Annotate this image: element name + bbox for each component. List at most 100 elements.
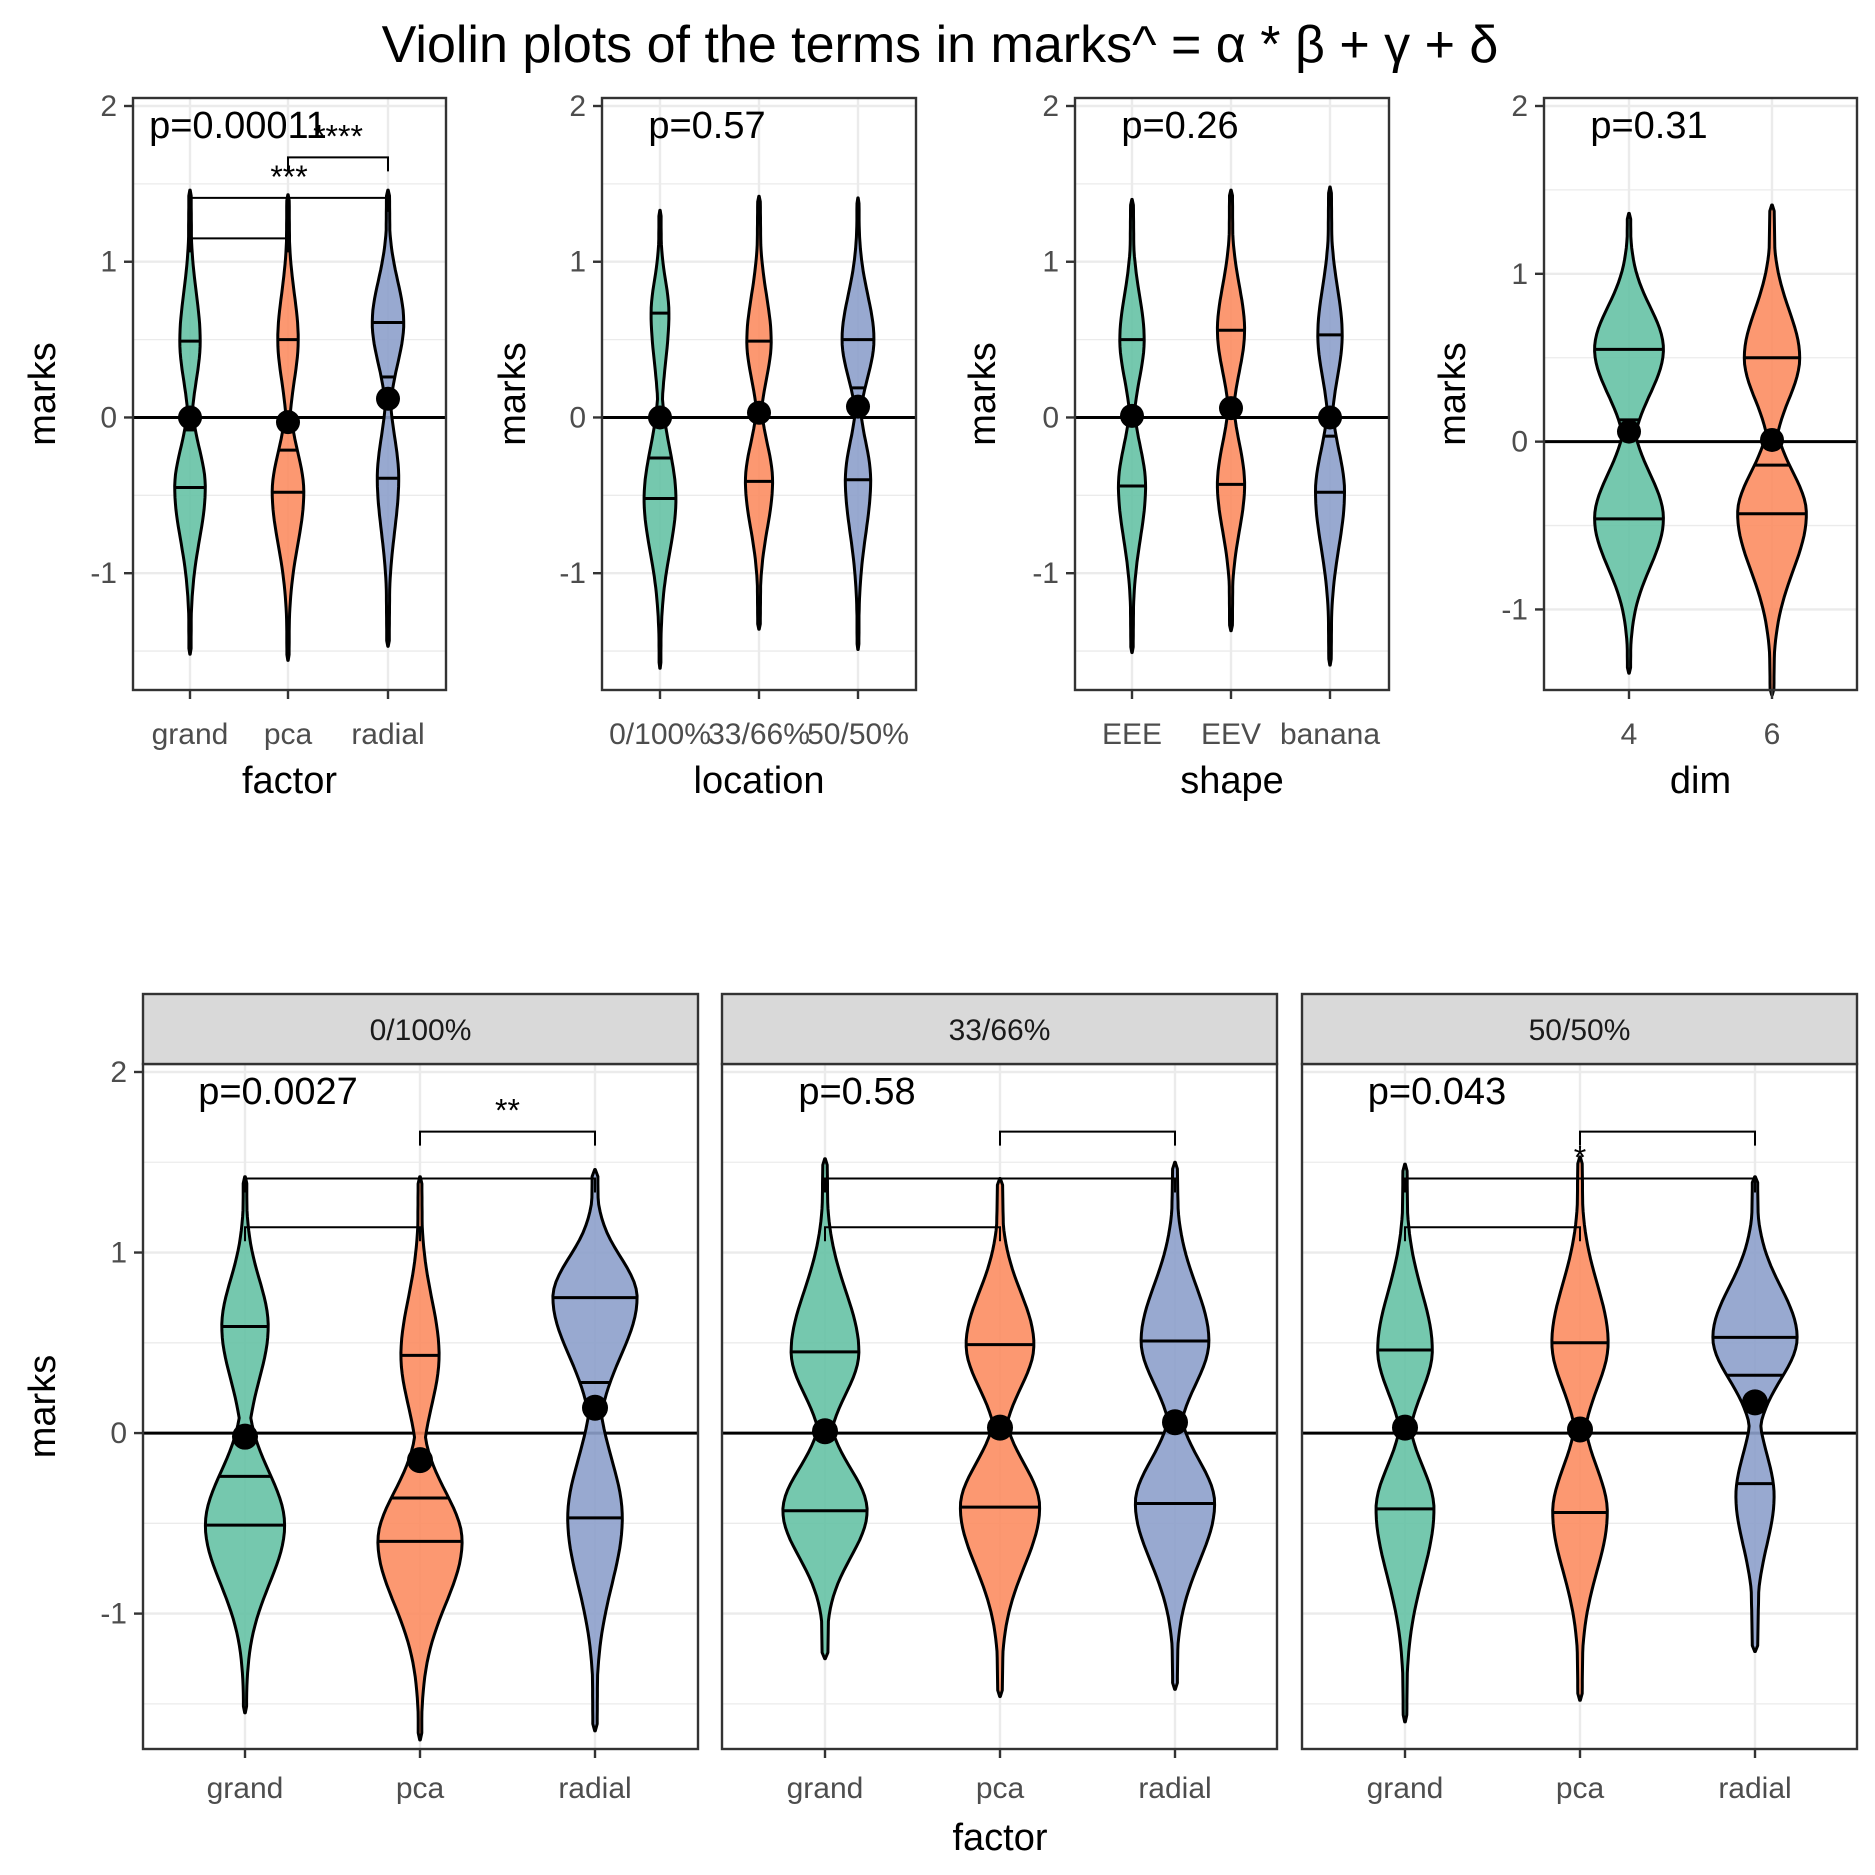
mean-point xyxy=(747,400,771,425)
facet-strip xyxy=(720,992,1279,1066)
significance-bracket xyxy=(244,1177,596,1193)
y-tick-label: 1 xyxy=(100,246,117,279)
x-tick-label: 50/50% xyxy=(807,718,909,751)
mean-point xyxy=(812,1418,838,1445)
x-tick-label: pca xyxy=(396,1772,445,1805)
y-tick-label: 2 xyxy=(110,1056,127,1089)
p-value-label: p=0.58 xyxy=(798,1071,915,1113)
x-tick-label: 4 xyxy=(1621,718,1638,751)
significance-bracket xyxy=(999,1130,1176,1146)
y-axis-title: marks xyxy=(1432,342,1474,445)
violin-pca xyxy=(376,1175,464,1742)
significance-bracket xyxy=(1579,1130,1756,1146)
significance-bracket xyxy=(1404,1177,1756,1193)
violin-33/66% xyxy=(743,194,775,631)
y-tick-label: -1 xyxy=(1501,593,1528,626)
violin-EEE xyxy=(1116,197,1148,655)
y-axis-title: marks xyxy=(22,1355,64,1458)
y-tick-label: 1 xyxy=(1042,246,1059,279)
violin-grand xyxy=(781,1157,869,1661)
violin-pca xyxy=(270,193,306,662)
y-axis-title: marks xyxy=(22,342,64,445)
figure-title: Violin plots of the terms in marks^ = α … xyxy=(382,16,1499,74)
significance-label: ** xyxy=(495,1093,520,1129)
violin-grand xyxy=(203,1175,287,1715)
mean-point xyxy=(987,1414,1013,1441)
significance-bracket xyxy=(419,1130,596,1146)
mean-point xyxy=(582,1394,608,1421)
violin-50/50% xyxy=(840,196,876,651)
mean-point xyxy=(407,1447,433,1474)
mean-point xyxy=(1162,1409,1188,1436)
y-tick-label: 0 xyxy=(1042,401,1059,434)
panel-background xyxy=(1544,98,1857,690)
y-tick-label: 2 xyxy=(1511,90,1528,123)
x-tick-label: grand xyxy=(1367,1772,1444,1805)
significance-label: **** xyxy=(313,118,363,154)
x-tick-label: banana xyxy=(1280,718,1380,751)
y-tick-label: 0 xyxy=(569,401,586,434)
x-tick-label: radial xyxy=(351,718,424,751)
x-axis-title: location xyxy=(694,760,825,802)
violin-radial xyxy=(370,188,406,648)
p-value-label: p=0.31 xyxy=(1590,105,1707,147)
violin-6 xyxy=(1736,203,1808,697)
mean-point xyxy=(846,394,870,419)
mean-point xyxy=(1760,427,1784,452)
violin-body xyxy=(1374,1162,1436,1724)
mean-point xyxy=(648,405,672,430)
x-tick-label: 6 xyxy=(1764,718,1781,751)
p-value-label: p=0.043 xyxy=(1368,1071,1506,1113)
x-tick-label: radial xyxy=(1138,1772,1211,1805)
y-tick-label: -1 xyxy=(100,1598,127,1631)
violin-body xyxy=(781,1157,869,1661)
violin-radial xyxy=(551,1168,639,1733)
significance-bracket xyxy=(189,237,289,253)
panel-border xyxy=(131,96,448,692)
violin-body xyxy=(370,188,406,648)
mean-point xyxy=(232,1423,258,1450)
x-tick-label: radial xyxy=(558,1772,631,1805)
facet-x-axis-title: factor xyxy=(952,1817,1047,1859)
panel-4: p=0.31 -1 0 1 2 4 6 marks dim xyxy=(1432,90,1859,802)
violin-body xyxy=(551,1168,639,1733)
y-tick-label: 1 xyxy=(1511,258,1528,291)
violin-banana xyxy=(1314,185,1346,667)
x-tick-label: grand xyxy=(207,1772,284,1805)
facet-strip xyxy=(1300,992,1859,1066)
y-tick-label: 1 xyxy=(110,1237,127,1270)
x-tick-label: EEV xyxy=(1201,718,1261,751)
violin-body xyxy=(840,196,876,651)
mean-point xyxy=(1567,1416,1593,1443)
y-axis-title: marks xyxy=(962,342,1004,445)
panel-2: p=0.57 -1 0 1 2 0/100%33/66%50/50% marks locati… xyxy=(492,90,918,802)
significance-label: * xyxy=(1574,1140,1586,1176)
panel-3: p=0.26 -1 0 1 2 EEE EEV banana marks shape xyxy=(962,90,1391,802)
violin-grand xyxy=(173,188,207,656)
y-tick-label: 2 xyxy=(100,90,117,123)
significance-bracket xyxy=(189,196,389,212)
mean-point xyxy=(276,410,300,435)
y-tick-label: 0 xyxy=(100,401,117,434)
y-axis-title: marks xyxy=(492,342,534,445)
x-tick-label: grand xyxy=(787,1772,864,1805)
x-tick-label: pca xyxy=(264,718,313,751)
significance-bracket xyxy=(287,156,389,172)
mean-point xyxy=(178,405,202,430)
violin-EEV xyxy=(1215,188,1247,633)
significance-bracket xyxy=(1404,1226,1581,1242)
x-tick-label: radial xyxy=(1718,1772,1791,1805)
violin-body xyxy=(642,208,678,670)
p-value-label: p=0.57 xyxy=(648,105,765,147)
facet-strip xyxy=(141,992,700,1066)
facet-strip-label: 33/66% xyxy=(949,1014,1051,1047)
violin-4 xyxy=(1593,211,1665,675)
y-tick-label: 2 xyxy=(569,90,586,123)
x-tick-label: pca xyxy=(976,1772,1025,1805)
significance-bracket xyxy=(824,1177,1176,1193)
mean-point xyxy=(1318,405,1342,430)
x-tick-label: EEE xyxy=(1102,718,1162,751)
panel-border xyxy=(1542,96,1859,692)
